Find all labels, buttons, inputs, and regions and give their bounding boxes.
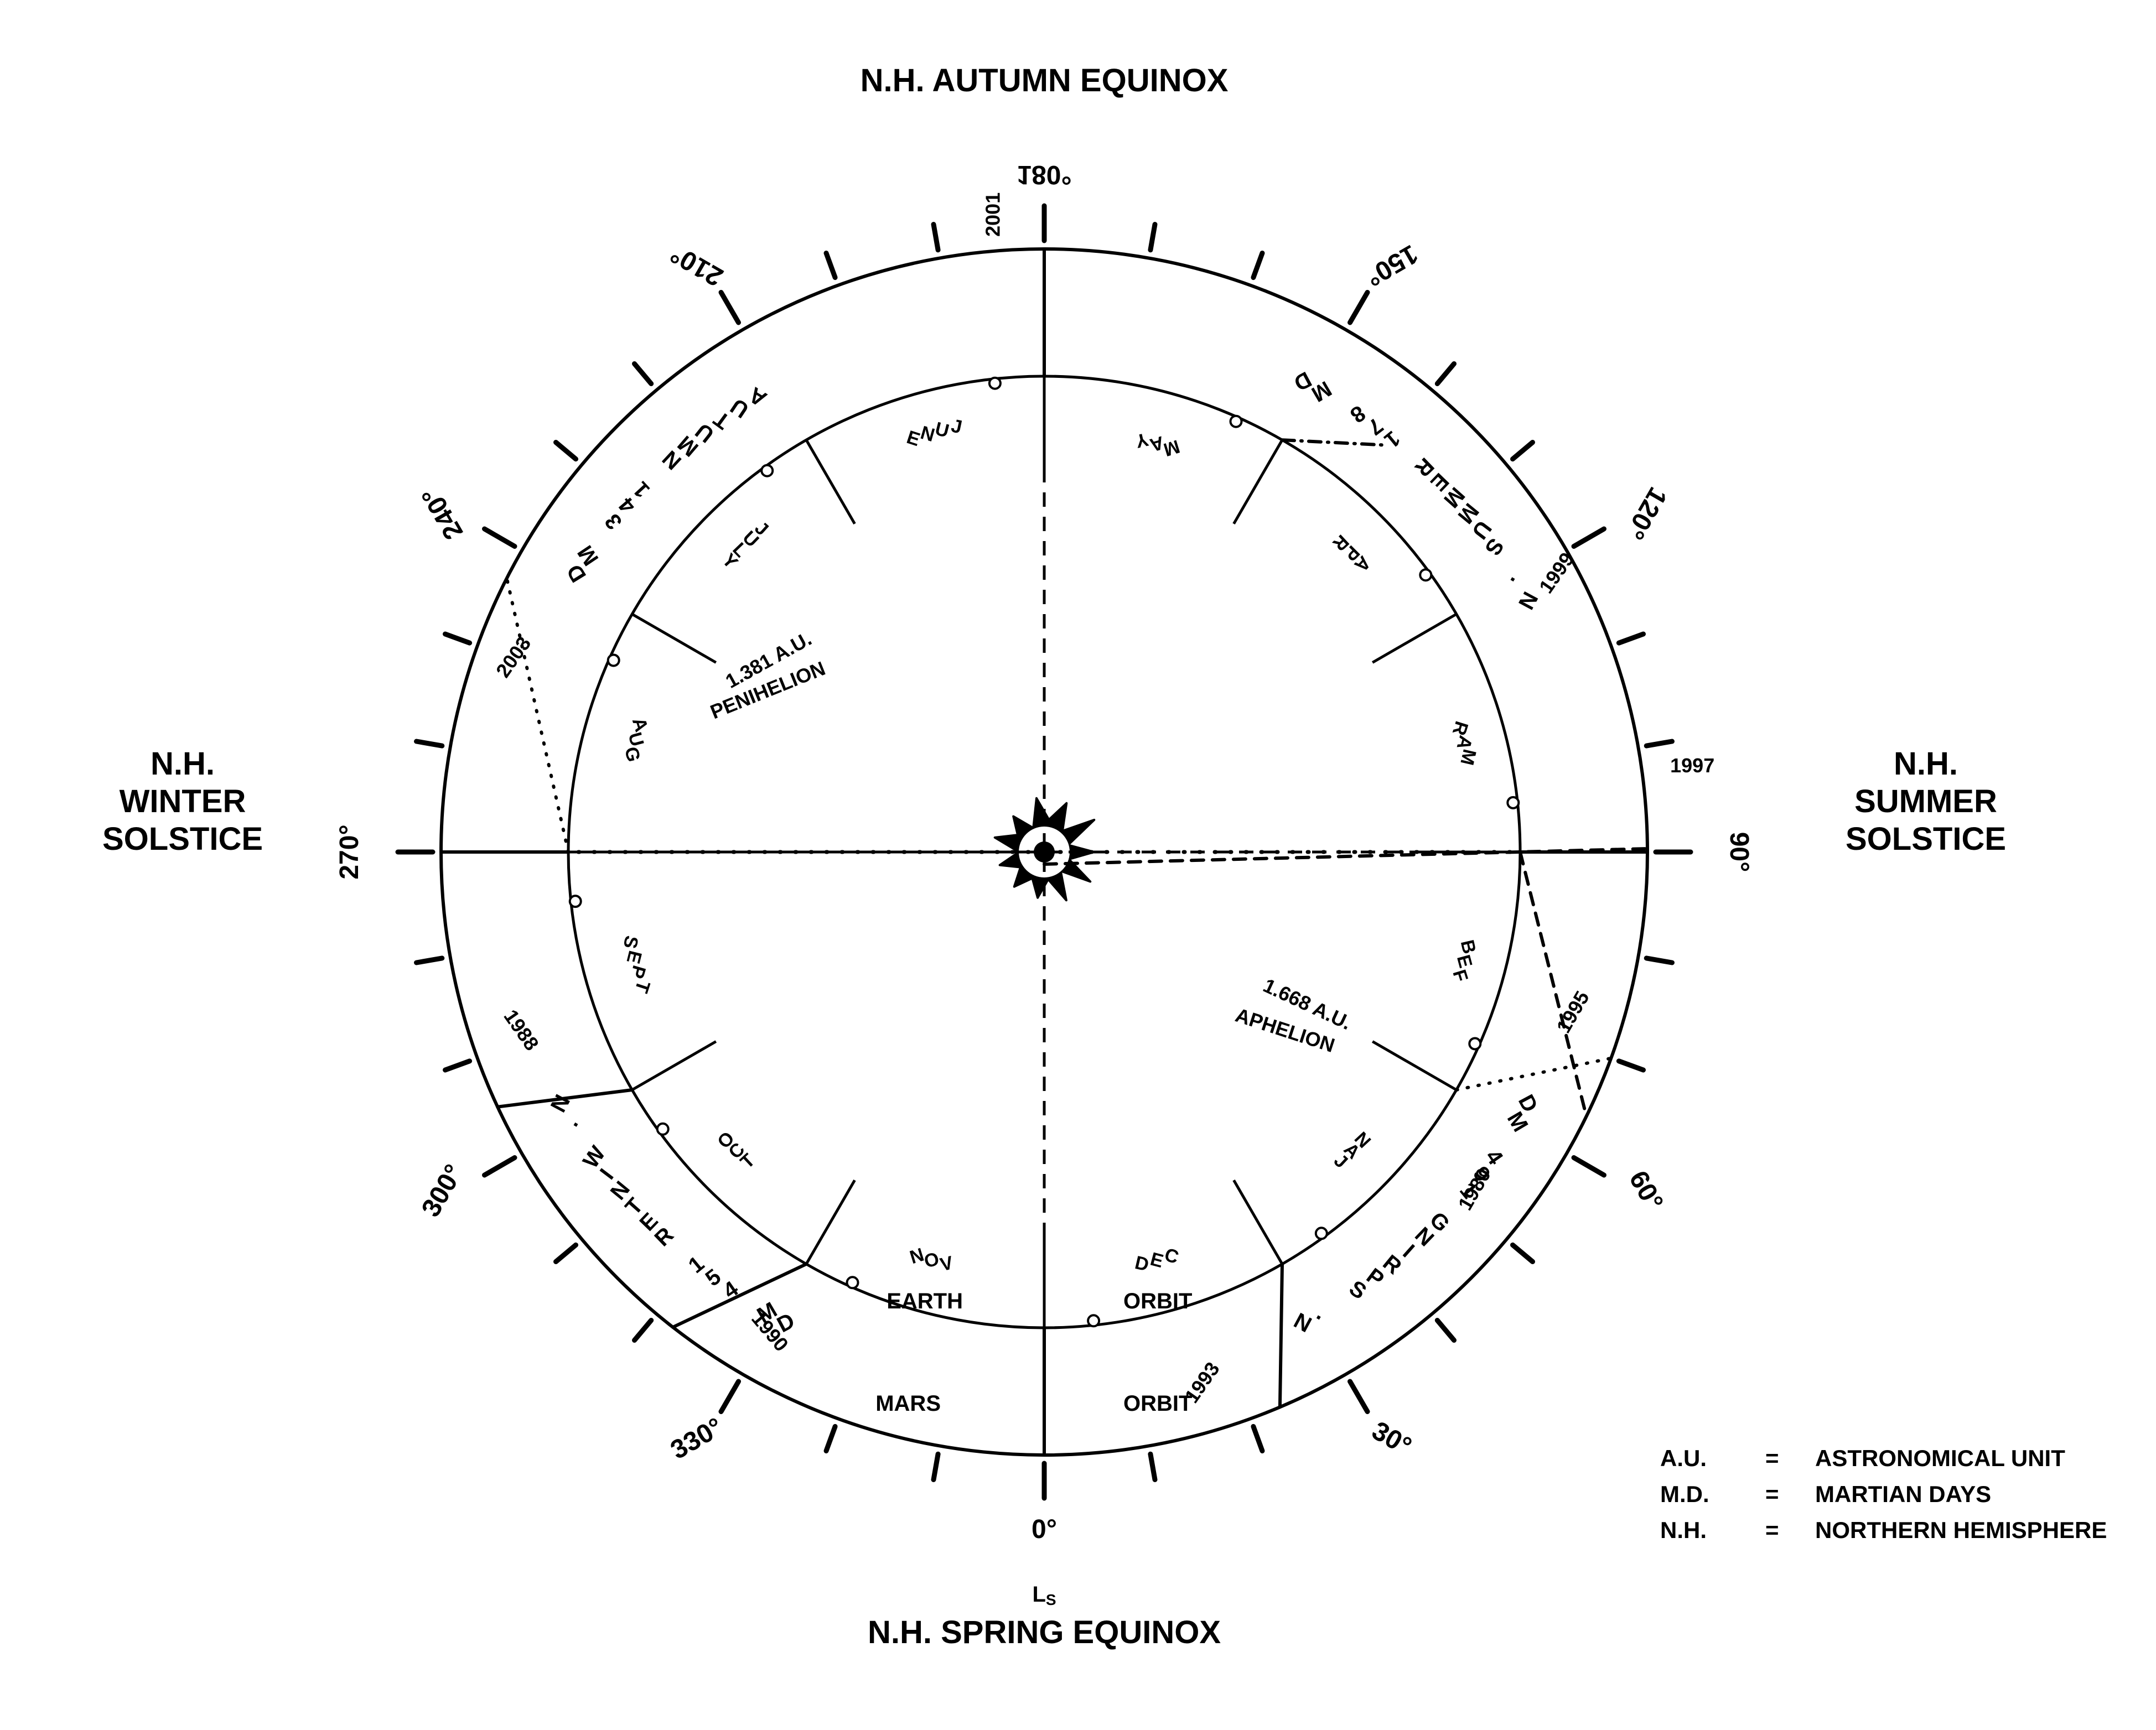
- svg-text:SOLSTICE: SOLSTICE: [1846, 821, 2006, 857]
- svg-text:ASTRONOMICAL UNIT: ASTRONOMICAL UNIT: [1815, 1445, 2065, 1471]
- svg-text:N.H. AUTUMN EQUINOX: N.H. AUTUMN EQUINOX: [861, 63, 1229, 98]
- svg-text:MARS: MARS: [875, 1391, 941, 1416]
- svg-text:ORBIT: ORBIT: [1123, 1289, 1192, 1313]
- svg-text:=: =: [1765, 1517, 1779, 1543]
- svg-text:N.H.: N.H.: [1894, 746, 1958, 782]
- svg-text:1997: 1997: [1670, 754, 1714, 777]
- svg-text:270°: 270°: [335, 824, 364, 879]
- svg-text:NORTHERN HEMISPHERE: NORTHERN HEMISPHERE: [1815, 1517, 2107, 1543]
- svg-text:MARTIAN DAYS: MARTIAN DAYS: [1815, 1481, 1991, 1507]
- svg-text:SOLSTICE: SOLSTICE: [102, 821, 263, 857]
- svg-text:WINTER: WINTER: [120, 783, 246, 819]
- svg-text:90°: 90°: [1724, 832, 1754, 872]
- svg-text:2001: 2001: [981, 193, 1004, 237]
- svg-text:0°: 0°: [1032, 1515, 1057, 1544]
- svg-text:ORBIT: ORBIT: [1123, 1391, 1192, 1416]
- svg-text:EARTH: EARTH: [887, 1289, 963, 1313]
- svg-text:N.H.: N.H.: [151, 746, 215, 782]
- svg-text:N.H. SPRING EQUINOX: N.H. SPRING EQUINOX: [868, 1614, 1221, 1650]
- svg-text:N.H.: N.H.: [1660, 1517, 1707, 1543]
- svg-text:M.D.: M.D.: [1660, 1481, 1709, 1507]
- svg-text:=: =: [1765, 1481, 1779, 1507]
- svg-text:SUMMER: SUMMER: [1854, 783, 1997, 819]
- svg-text:180°: 180°: [1017, 160, 1071, 189]
- svg-text:=: =: [1765, 1445, 1779, 1471]
- svg-text:A.U.: A.U.: [1660, 1445, 1707, 1471]
